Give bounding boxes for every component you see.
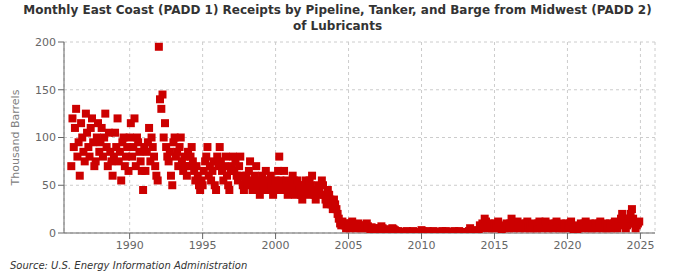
svg-text:50: 50 xyxy=(42,179,56,192)
svg-text:150: 150 xyxy=(35,84,56,97)
html-text:Monthly East Coast (PADD 1) Re: Monthly East Coast (PADD 1) Receipts by … xyxy=(23,3,652,33)
svg-text:200: 200 xyxy=(35,36,56,49)
svg-text:2005: 2005 xyxy=(335,239,363,252)
svg-text:2000: 2000 xyxy=(262,239,290,252)
svg-text:2025: 2025 xyxy=(626,239,654,252)
svg-text:Thousand Barrels: Thousand Barrels xyxy=(9,89,22,186)
svg-text:2020: 2020 xyxy=(553,239,581,252)
svg-text:2010: 2010 xyxy=(408,239,436,252)
svg-text:1990: 1990 xyxy=(116,239,144,252)
svg-text:0: 0 xyxy=(49,227,56,240)
svg-text:100: 100 xyxy=(35,131,56,144)
html-text:Source: U.S. Energy Informatio: Source: U.S. Energy Information Administ… xyxy=(10,260,248,271)
svg-text:1995: 1995 xyxy=(189,239,217,252)
svg-text:2015: 2015 xyxy=(480,239,508,252)
